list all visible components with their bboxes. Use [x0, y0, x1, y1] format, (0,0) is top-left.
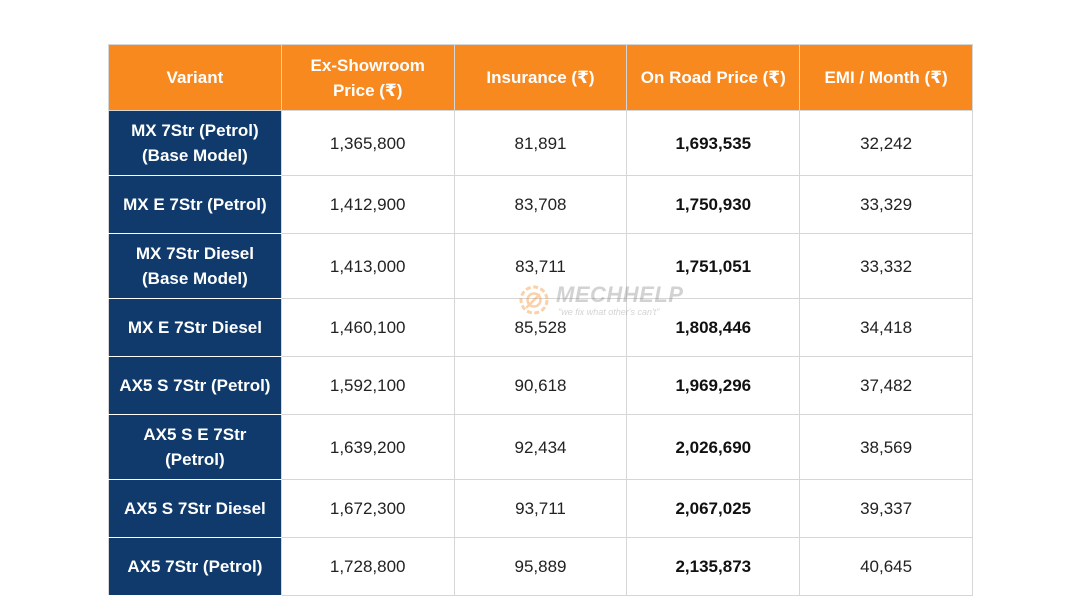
- emi-cell: 39,337: [799, 479, 973, 538]
- ex-showroom-cell: 1,412,900: [280, 175, 455, 234]
- on-road-price-cell: 1,693,535: [626, 110, 801, 176]
- variant-cell: MX E 7Str Diesel: [108, 298, 282, 357]
- header-emi: EMI / Month (₹): [799, 44, 973, 111]
- insurance-cell: 83,711: [453, 233, 628, 299]
- ex-showroom-cell: 1,413,000: [280, 233, 455, 299]
- on-road-price-cell: 2,067,025: [626, 479, 801, 538]
- variant-cell: MX E 7Str (Petrol): [108, 175, 282, 234]
- on-road-price-cell: 1,969,296: [626, 356, 801, 415]
- on-road-price-cell: 1,750,930: [626, 175, 801, 234]
- table-row: AX5 S 7Str (Petrol) 1,592,100 90,618 1,9…: [108, 356, 973, 415]
- ex-showroom-cell: 1,365,800: [280, 110, 455, 176]
- variant-cell: AX5 S 7Str Diesel: [108, 479, 282, 538]
- emi-cell: 33,332: [799, 233, 973, 299]
- table-header-row: Variant Ex-Showroom Price (₹) Insurance …: [108, 44, 973, 111]
- table-row: AX5 S E 7Str (Petrol) 1,639,200 92,434 2…: [108, 414, 973, 480]
- ex-showroom-cell: 1,639,200: [280, 414, 455, 480]
- variant-cell: AX5 7Str (Petrol): [108, 537, 282, 596]
- emi-cell: 32,242: [799, 110, 973, 176]
- table-row: MX E 7Str Diesel 1,460,100 85,528 1,808,…: [108, 298, 973, 357]
- insurance-cell: 85,528: [453, 298, 628, 357]
- emi-cell: 34,418: [799, 298, 973, 357]
- ex-showroom-cell: 1,460,100: [280, 298, 455, 357]
- on-road-price-cell: 2,026,690: [626, 414, 801, 480]
- table-row: MX 7Str (Petrol) (Base Model) 1,365,800 …: [108, 110, 973, 176]
- insurance-cell: 90,618: [453, 356, 628, 415]
- on-road-price-cell: 1,751,051: [626, 233, 801, 299]
- variant-cell: MX 7Str (Petrol) (Base Model): [108, 110, 282, 176]
- on-road-price-cell: 1,808,446: [626, 298, 801, 357]
- on-road-price-cell: 2,135,873: [626, 537, 801, 596]
- price-table: Variant Ex-Showroom Price (₹) Insurance …: [108, 44, 973, 596]
- table-row: AX5 S 7Str Diesel 1,672,300 93,711 2,067…: [108, 479, 973, 538]
- header-on-road-price: On Road Price (₹): [626, 44, 801, 111]
- table-row: AX5 7Str (Petrol) 1,728,800 95,889 2,135…: [108, 537, 973, 596]
- insurance-cell: 93,711: [453, 479, 628, 538]
- variant-cell: MX 7Str Diesel (Base Model): [108, 233, 282, 299]
- variant-cell: AX5 S E 7Str (Petrol): [108, 414, 282, 480]
- insurance-cell: 92,434: [453, 414, 628, 480]
- emi-cell: 40,645: [799, 537, 973, 596]
- ex-showroom-cell: 1,592,100: [280, 356, 455, 415]
- emi-cell: 37,482: [799, 356, 973, 415]
- insurance-cell: 83,708: [453, 175, 628, 234]
- insurance-cell: 95,889: [453, 537, 628, 596]
- ex-showroom-cell: 1,728,800: [280, 537, 455, 596]
- insurance-cell: 81,891: [453, 110, 628, 176]
- header-variant: Variant: [108, 44, 282, 111]
- table-row: MX 7Str Diesel (Base Model) 1,413,000 83…: [108, 233, 973, 299]
- ex-showroom-cell: 1,672,300: [280, 479, 455, 538]
- emi-cell: 38,569: [799, 414, 973, 480]
- header-ex-showroom: Ex-Showroom Price (₹): [280, 44, 455, 111]
- variant-cell: AX5 S 7Str (Petrol): [108, 356, 282, 415]
- emi-cell: 33,329: [799, 175, 973, 234]
- header-insurance: Insurance (₹): [453, 44, 628, 111]
- table-row: MX E 7Str (Petrol) 1,412,900 83,708 1,75…: [108, 175, 973, 234]
